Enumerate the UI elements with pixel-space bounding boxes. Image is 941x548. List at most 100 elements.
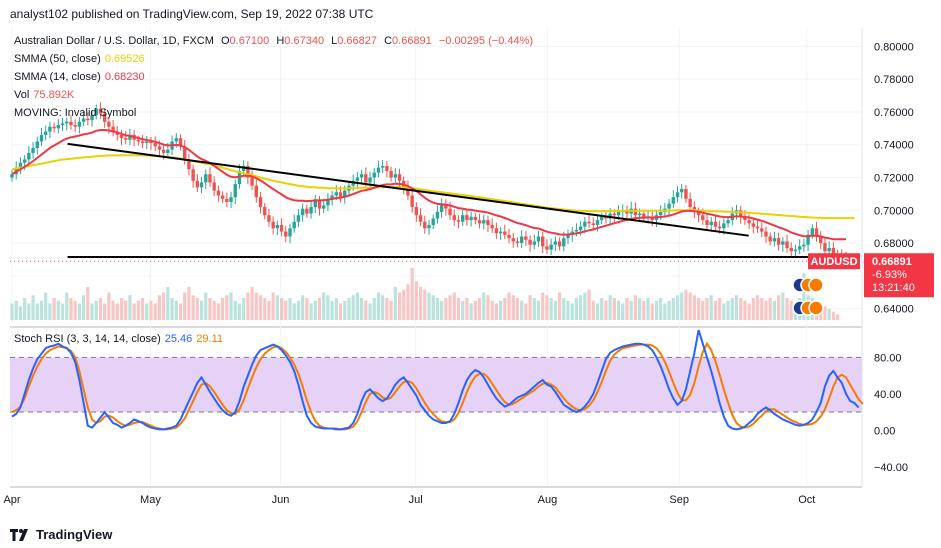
volume-bar (292, 303, 296, 320)
stoch-k-line (11, 329, 860, 431)
volume-bar (680, 292, 684, 320)
candle-body (27, 152, 31, 160)
ohlc-low: 0.66827 (337, 35, 378, 47)
candle-body (490, 225, 494, 229)
volume-bar (208, 298, 212, 320)
volume-bar (444, 298, 448, 320)
candle-body (439, 203, 444, 212)
volume-bar (90, 303, 94, 320)
volume-bar (528, 295, 532, 320)
volume-bar (755, 295, 760, 320)
candle-body (296, 215, 301, 222)
volume-bar (23, 298, 27, 320)
volume-bar (511, 295, 515, 320)
candle-body (671, 197, 676, 204)
volume-bar (777, 295, 781, 320)
candle-body (738, 210, 743, 217)
candle-body (498, 231, 503, 234)
legend-symbol-row: Australian Dollar / U.S. Dollar, 1D, FXC… (14, 35, 533, 47)
candle-body (204, 174, 208, 183)
volume-bar (364, 300, 368, 320)
candle-body (73, 125, 77, 127)
volume-bar (465, 298, 469, 320)
volume-bar (688, 292, 692, 320)
candle-body (781, 241, 785, 245)
candle-body (747, 220, 751, 224)
candle-body (793, 249, 798, 252)
volume-bar (431, 295, 435, 320)
legend-sma50[interactable]: SMMA (50, close) 0.69526 (14, 53, 145, 65)
volume-bar (65, 292, 69, 320)
stoch-k-value: 25.46 (164, 333, 193, 345)
ohlc-open: 0.67100 (229, 35, 270, 47)
legend-stoch[interactable]: Stoch RSI (3, 3, 14, 14, close) 25.46 29.1… (14, 333, 223, 345)
footer-logo[interactable]: TradingView (10, 527, 112, 542)
volume-bar (423, 289, 427, 320)
volume-bar (35, 303, 39, 320)
volume-bar (448, 295, 452, 320)
candle-body (616, 211, 621, 216)
candle-body (368, 177, 372, 183)
volume-bar (31, 295, 35, 320)
candle-body (764, 231, 768, 237)
volume-bar (48, 303, 52, 320)
candle-body (187, 159, 191, 170)
candle-body (482, 220, 486, 224)
candle-body (410, 195, 414, 207)
candle-body (174, 138, 178, 142)
volume-bar (562, 298, 566, 320)
volume-bar (183, 292, 187, 320)
volume-bar (128, 295, 132, 320)
volume-bar (835, 314, 840, 320)
volume-bar (625, 298, 629, 320)
candle-body (136, 139, 141, 142)
legend-moving[interactable]: MOVING: Invalid Symbol (14, 107, 136, 119)
candle-body (503, 231, 507, 235)
volume-bar (709, 295, 713, 320)
volume-bar (705, 298, 709, 320)
volume-bar (739, 298, 743, 320)
volume-bar (608, 295, 612, 320)
candle-body (427, 225, 431, 229)
legend-volume[interactable]: Vol 75.892K (14, 89, 74, 101)
volume-bar (650, 303, 654, 320)
y-tick-label: 0.72000 (874, 173, 914, 185)
stoch-y-tick: 40.00 (874, 389, 902, 401)
candle-body (161, 149, 166, 153)
volume-bar (246, 292, 250, 320)
candle-body (549, 244, 553, 250)
sma50-label: SMMA (50, close) (14, 53, 101, 65)
candle-body (22, 159, 27, 163)
y-tick-label: 0.80000 (874, 41, 914, 53)
legend-sma14[interactable]: SMMA (14, close) 0.68230 (14, 71, 145, 83)
price-tag (864, 253, 934, 298)
candle-body (448, 208, 452, 216)
candle-body (292, 221, 296, 229)
volume-bar (730, 298, 734, 320)
volume-bar (520, 300, 524, 320)
volume-bar (107, 292, 111, 320)
volume-bar (402, 289, 406, 320)
candle-body (423, 221, 427, 229)
volume-bar (696, 298, 701, 320)
volume-bar (330, 300, 334, 320)
candle-body (633, 208, 638, 216)
candle-body (418, 215, 423, 222)
candle-body (389, 170, 393, 178)
candle-body (288, 228, 292, 237)
volume-bar (827, 309, 831, 320)
event-flag-icon (808, 277, 824, 293)
volume-bar (587, 289, 591, 320)
candle-body (768, 236, 772, 242)
candle-body (35, 141, 39, 148)
candle-body (524, 236, 528, 240)
candle-body (705, 220, 709, 226)
candle-body (385, 166, 389, 171)
candle-body (254, 185, 259, 198)
candle-body (536, 236, 541, 242)
candle-body (717, 226, 722, 229)
candle-body (111, 126, 115, 132)
volume-bar (503, 298, 507, 320)
candle-body (94, 108, 98, 116)
